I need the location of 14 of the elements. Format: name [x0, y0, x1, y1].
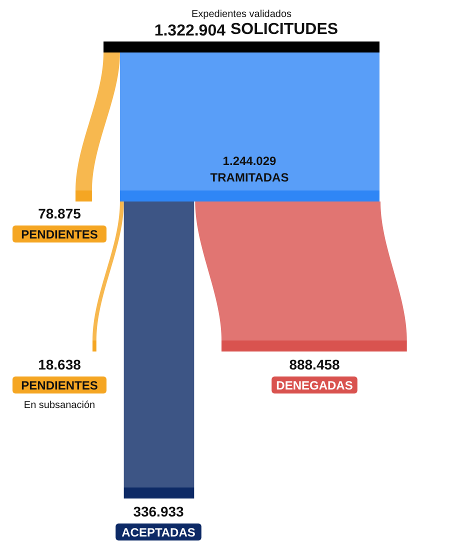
text: Expedientes validados	[191, 9, 292, 20]
category-label: TRAMITADAS	[210, 170, 289, 184]
data-label: 888.458	[289, 356, 340, 372]
category-label: SOLICITUDES	[230, 21, 338, 38]
data-label: 1.244.029	[222, 154, 277, 168]
category-label: DENEGADAS	[276, 378, 353, 392]
data-label: 336.933	[133, 504, 184, 520]
text: En subsanación	[24, 400, 96, 411]
data-label: 78.875	[38, 206, 82, 222]
category-label: ACEPTADAS	[122, 526, 196, 540]
data-label: 1.322.904	[154, 22, 226, 40]
category-label: PENDIENTES	[21, 378, 98, 392]
category-label: PENDIENTES	[21, 228, 98, 242]
data-label: 18.638	[38, 356, 82, 372]
